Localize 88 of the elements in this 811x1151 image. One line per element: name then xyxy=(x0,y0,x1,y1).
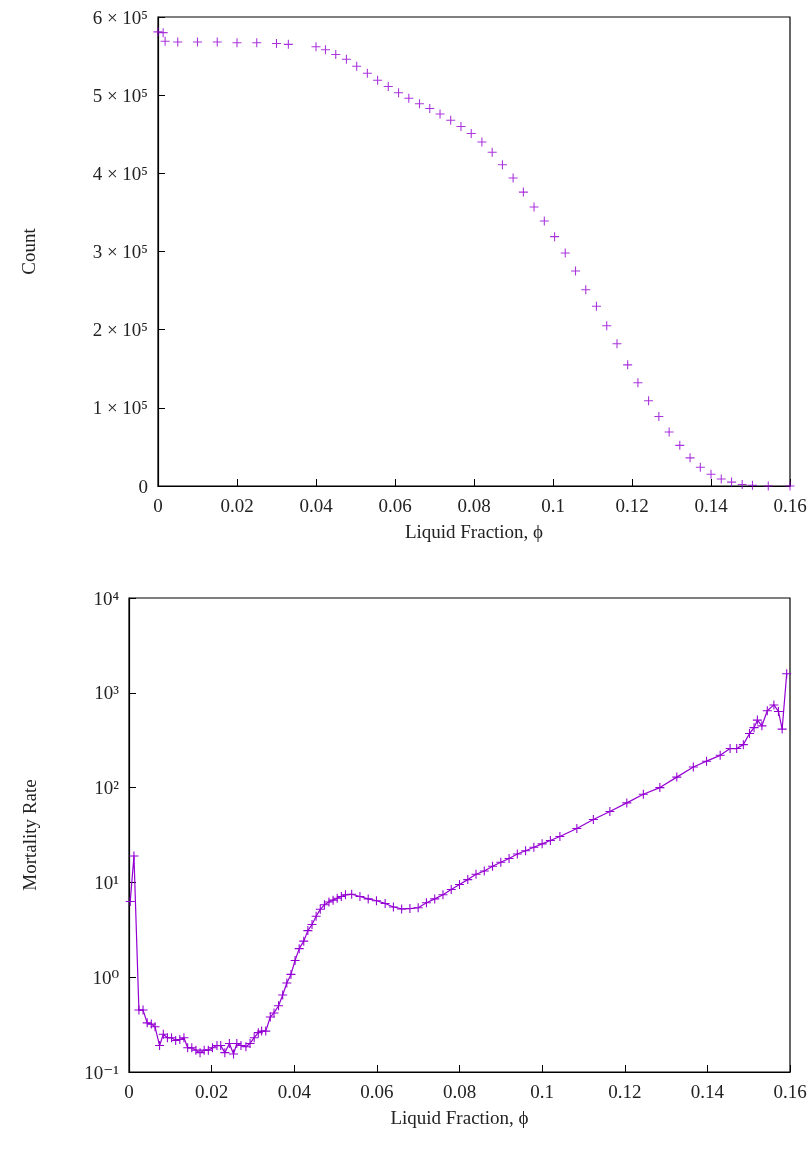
x-tick-label: 0.16 xyxy=(773,1081,807,1102)
point xyxy=(331,50,341,60)
point xyxy=(518,187,528,197)
point xyxy=(654,411,664,421)
point xyxy=(232,38,242,48)
y-tick-label: 1 × 10⁵ xyxy=(92,397,148,419)
point xyxy=(252,38,262,48)
point xyxy=(394,88,404,98)
point xyxy=(283,39,293,49)
point xyxy=(383,82,393,92)
y-tick-label: 10⁴ xyxy=(93,587,120,609)
point xyxy=(602,321,612,331)
x-tick-label: 0.04 xyxy=(299,495,334,516)
x-tick-label: 0.12 xyxy=(615,495,649,516)
point xyxy=(508,173,518,183)
point xyxy=(675,440,685,450)
y-tick-label: 6 × 10⁵ xyxy=(92,6,148,28)
y-axis-title: Count xyxy=(18,227,39,275)
point xyxy=(466,128,476,138)
x-tick-label: 0.16 xyxy=(773,495,807,516)
point xyxy=(373,75,383,85)
point xyxy=(414,99,424,109)
point xyxy=(272,39,281,49)
point xyxy=(571,266,581,276)
point xyxy=(173,37,183,47)
x-tick-label: 0.1 xyxy=(530,1081,554,1102)
x-axis-title: Liquid Fraction, ϕ xyxy=(390,1107,529,1128)
x-tick-label: 0.04 xyxy=(277,1081,312,1102)
point xyxy=(737,479,747,489)
point xyxy=(212,37,222,47)
point xyxy=(160,36,170,46)
point xyxy=(193,37,202,47)
point xyxy=(435,109,445,119)
point xyxy=(404,93,414,103)
point xyxy=(633,378,643,388)
y-tick-label: 0 xyxy=(138,475,148,497)
y-tick-label: 10⁻¹ xyxy=(84,1061,120,1083)
x-tick-label: 0.1 xyxy=(541,495,565,516)
point xyxy=(487,147,497,157)
point xyxy=(644,396,654,406)
point xyxy=(153,27,163,37)
y-tick-label: 4 × 10⁵ xyxy=(92,162,148,184)
point xyxy=(477,137,487,147)
point xyxy=(311,42,321,52)
point xyxy=(763,481,773,491)
point xyxy=(623,360,633,370)
y-tick-label: 5 × 10⁵ xyxy=(92,84,148,106)
y-tick-label: 10² xyxy=(94,777,120,799)
point xyxy=(158,28,168,38)
x-tick-label: 0.12 xyxy=(608,1081,642,1102)
point xyxy=(612,339,622,349)
point xyxy=(446,115,456,125)
point xyxy=(560,248,570,258)
y-tick-label: 10³ xyxy=(94,682,120,704)
x-axis-title: Liquid Fraction, ϕ xyxy=(404,521,544,542)
x-tick-label: 0.08 xyxy=(457,495,491,516)
y-tick-label: 10⁰ xyxy=(92,966,120,988)
point xyxy=(497,160,507,170)
x-tick-label: 0.02 xyxy=(195,1081,229,1102)
point xyxy=(685,453,695,463)
y-tick-label: 2 × 10⁵ xyxy=(92,319,148,341)
x-tick-label: 0.06 xyxy=(360,1081,394,1102)
point xyxy=(716,474,726,484)
point xyxy=(706,469,716,479)
y-tick-label: 10¹ xyxy=(94,871,120,893)
point xyxy=(320,45,330,55)
y-tick-label: 3 × 10⁵ xyxy=(92,241,148,262)
y-axis-title: Mortality Rate xyxy=(19,779,40,891)
point xyxy=(664,427,674,437)
point xyxy=(341,54,351,64)
x-tick-label: 0.06 xyxy=(378,495,412,516)
point xyxy=(747,480,757,490)
point xyxy=(727,477,737,487)
point xyxy=(591,301,601,311)
point xyxy=(529,202,539,212)
point xyxy=(581,285,591,295)
point xyxy=(425,103,435,113)
x-tick-label: 0.08 xyxy=(442,1081,477,1102)
point xyxy=(695,462,705,472)
point xyxy=(456,121,466,131)
point xyxy=(352,61,362,71)
x-tick-label: 0.14 xyxy=(694,495,729,516)
x-tick-label: 0 xyxy=(153,495,163,516)
x-tick-label: 0.02 xyxy=(220,495,254,516)
point xyxy=(550,232,560,242)
x-tick-label: 0.14 xyxy=(690,1081,725,1102)
point xyxy=(539,216,549,226)
point xyxy=(362,68,372,78)
